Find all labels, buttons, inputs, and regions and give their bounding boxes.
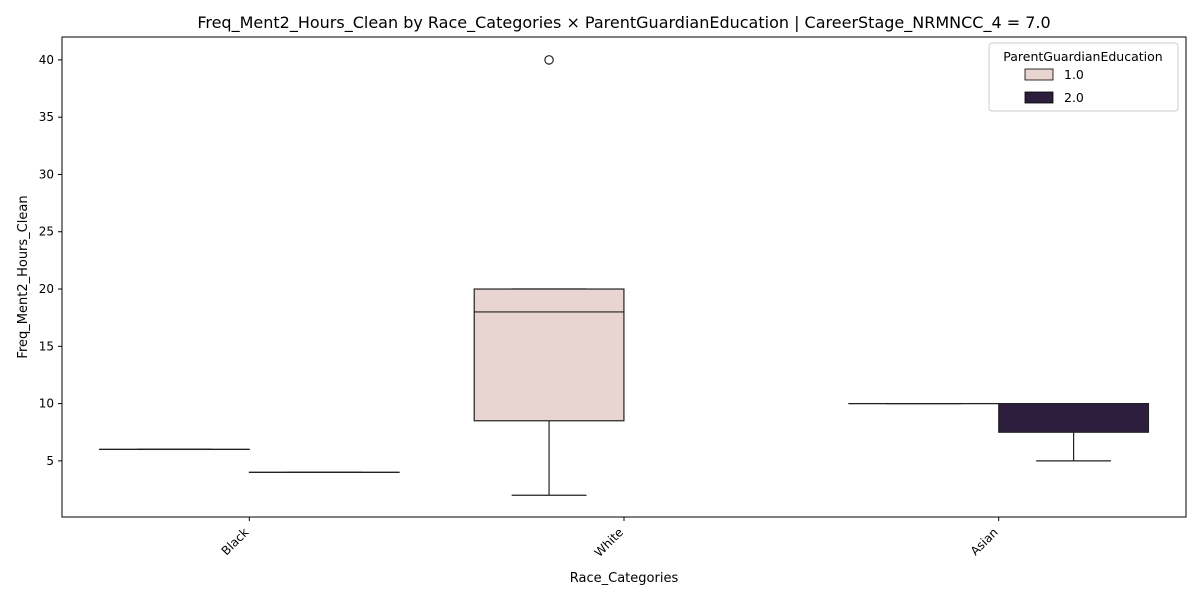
x-tick-label: Black <box>219 525 252 558</box>
y-tick-label: 20 <box>39 282 54 296</box>
box-white-series-0 <box>473 55 625 496</box>
x-tick-label: White <box>592 525 627 560</box>
y-tick-label: 5 <box>46 454 54 468</box>
legend-swatch-2-0 <box>1024 91 1054 104</box>
plot-area <box>98 55 1150 496</box>
x-axis-label: Race_Categories <box>570 571 679 586</box>
legend: ParentGuardianEducation 1.0 2.0 <box>988 42 1179 112</box>
legend-label-1-0: 1.0 <box>1064 67 1084 82</box>
y-tick-label: 40 <box>39 53 54 67</box>
y-tick-label: 30 <box>39 167 54 181</box>
outlier-point <box>544 55 554 65</box>
y-tick-label: 10 <box>39 397 54 411</box>
box-body <box>998 402 1150 433</box>
y-axis: 5 10 15 20 25 30 35 40 <box>39 53 62 468</box>
x-axis: Black White Asian <box>219 517 1001 560</box>
box-asian-series-1 <box>998 402 1150 462</box>
y-tick-label: 15 <box>39 339 54 353</box>
legend-title: ParentGuardianEducation <box>1003 49 1162 64</box>
chart-title: Freq_Ment2_Hours_Clean by Race_Categorie… <box>197 13 1050 33</box>
y-tick-label: 25 <box>39 225 54 239</box>
y-axis-label: Freq_Ment2_Hours_Clean <box>16 195 31 358</box>
legend-swatch-1-0 <box>1024 68 1054 81</box>
y-tick-label: 35 <box>39 110 54 124</box>
x-tick-label: Asian <box>968 525 1001 558</box>
box-body <box>473 288 625 422</box>
legend-label-2-0: 2.0 <box>1064 90 1084 105</box>
